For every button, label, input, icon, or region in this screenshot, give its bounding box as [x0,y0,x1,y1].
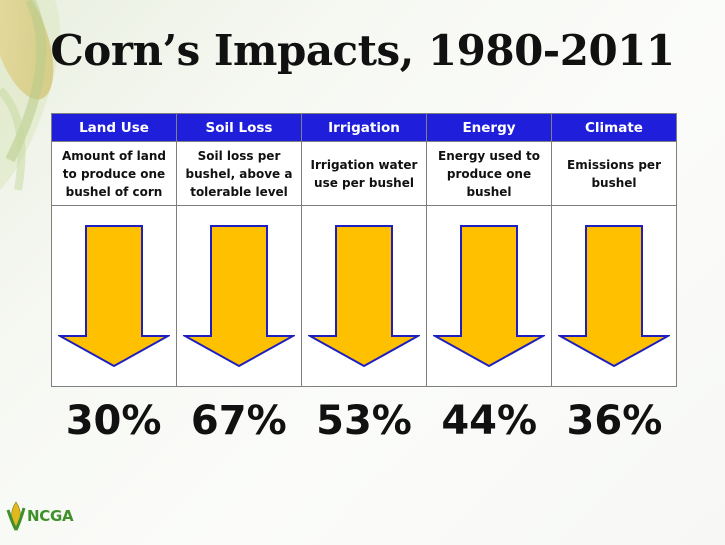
percent-energy: 44% [441,398,538,444]
percent-soil-loss: 67% [190,398,287,444]
header-row: Land Use Soil Loss Irrigation Energy Cli… [51,113,677,142]
page-title: Corn’s Impacts, 1980-2011 [50,26,675,75]
corn-cob-decoration [0,0,60,191]
logo-text: NCGA [27,507,74,525]
down-arrow-icon [558,225,670,368]
percent-irrigation: 53% [316,398,412,444]
arrow-cell-land-use [51,205,177,387]
percent-land-use: 30% [65,398,162,444]
desc-land-use: Amount of land to produce one bushel of … [51,141,177,206]
desc-climate: Emissions per bushel [551,141,677,206]
desc-soil-loss: Soil loss per bushel, above a tolerable … [176,141,302,206]
arrow-cell-soil-loss [176,205,302,387]
impacts-table: Land Use Soil Loss Irrigation Energy Cli… [51,113,677,387]
ncga-logo: NCGA [6,500,74,532]
header-climate: Climate [551,113,677,142]
arrow-cell-climate [551,205,677,387]
arrow-cell-energy [426,205,552,387]
down-arrow-icon [308,225,420,368]
header-soil-loss: Soil Loss [176,113,302,142]
header-land-use: Land Use [51,113,177,142]
desc-irrigation: Irrigation water use per bushel [301,141,427,206]
percent-row: 30% 67% 53% 44% 36% [51,398,677,444]
down-arrow-icon [183,225,295,368]
header-irrigation: Irrigation [301,113,427,142]
header-energy: Energy [426,113,552,142]
down-arrow-icon [58,225,170,368]
desc-energy: Energy used to produce one bushel [426,141,552,206]
description-row: Amount of land to produce one bushel of … [51,141,677,206]
arrow-row [51,205,677,387]
corn-leaf-icon [6,501,26,531]
arrow-cell-irrigation [301,205,427,387]
down-arrow-icon [433,225,545,368]
percent-climate: 36% [566,398,663,444]
